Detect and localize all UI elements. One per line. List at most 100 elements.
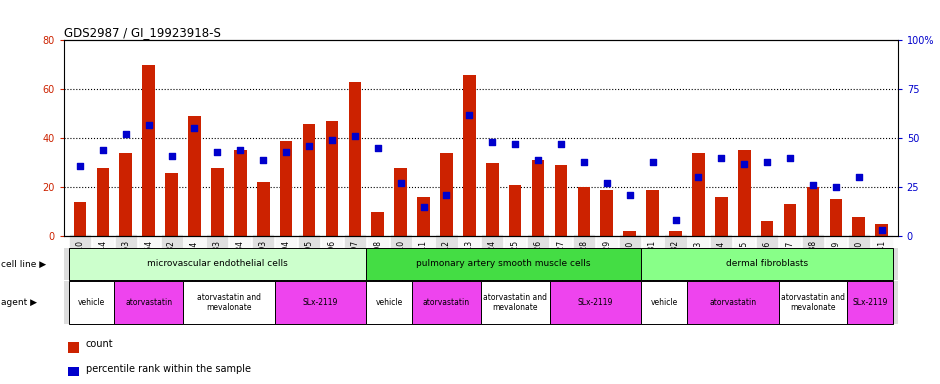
Point <box>187 125 202 131</box>
Bar <box>68 367 79 376</box>
Bar <box>69 281 115 324</box>
Bar <box>142 65 155 236</box>
Text: atorvastatin: atorvastatin <box>125 298 172 307</box>
Point <box>324 137 339 143</box>
Bar <box>440 153 453 236</box>
Bar <box>669 231 682 236</box>
Bar <box>778 281 847 324</box>
Bar <box>97 167 109 236</box>
Point <box>691 174 706 180</box>
Bar <box>183 281 274 324</box>
Point <box>210 149 225 155</box>
Bar <box>647 190 659 236</box>
Point <box>622 192 637 198</box>
Bar <box>577 187 590 236</box>
Text: SLx-2119: SLx-2119 <box>303 298 338 307</box>
Point <box>278 149 293 155</box>
Bar <box>641 281 687 324</box>
Bar <box>875 224 888 236</box>
Bar <box>349 82 361 236</box>
Text: atorvastatin and
mevalonate: atorvastatin and mevalonate <box>781 293 845 313</box>
Point <box>462 112 477 118</box>
Point <box>72 162 87 169</box>
Point <box>370 145 385 151</box>
Bar <box>738 151 750 236</box>
Point <box>760 159 775 165</box>
Bar <box>212 167 224 236</box>
Text: atorvastatin: atorvastatin <box>709 298 757 307</box>
Point <box>782 155 797 161</box>
Bar <box>807 187 820 236</box>
Bar <box>417 197 430 236</box>
Point <box>347 133 362 139</box>
Bar <box>303 124 315 236</box>
Bar <box>687 281 778 324</box>
Text: agent ▶: agent ▶ <box>1 298 37 307</box>
Point <box>530 157 545 163</box>
Bar <box>115 281 183 324</box>
Text: vehicle: vehicle <box>650 298 678 307</box>
Point <box>164 153 180 159</box>
Bar <box>715 197 728 236</box>
Point <box>874 227 889 233</box>
Text: vehicle: vehicle <box>376 298 403 307</box>
Bar <box>274 281 367 324</box>
Point <box>256 157 271 163</box>
Text: atorvastatin and
mevalonate: atorvastatin and mevalonate <box>483 293 547 313</box>
Text: SLx-2119: SLx-2119 <box>853 298 888 307</box>
Bar <box>73 202 86 236</box>
Bar <box>641 248 893 280</box>
Bar <box>509 185 522 236</box>
Point <box>439 192 454 198</box>
Text: atorvastatin and
mevalonate: atorvastatin and mevalonate <box>196 293 260 313</box>
Bar <box>784 204 796 236</box>
Point <box>118 131 133 137</box>
Text: dermal fibroblasts: dermal fibroblasts <box>726 260 808 268</box>
Bar <box>395 167 407 236</box>
Text: pulmonary artery smooth muscle cells: pulmonary artery smooth muscle cells <box>416 260 591 268</box>
Bar <box>623 231 636 236</box>
Text: microvascular endothelial cells: microvascular endothelial cells <box>147 260 288 268</box>
Bar <box>367 248 641 280</box>
Bar <box>165 172 178 236</box>
Point <box>485 139 500 145</box>
Text: SLx-2119: SLx-2119 <box>578 298 613 307</box>
Bar <box>412 281 481 324</box>
Point <box>600 180 615 186</box>
Bar <box>69 248 367 280</box>
Point <box>668 217 683 223</box>
Point <box>233 147 248 153</box>
Point <box>645 159 660 165</box>
Point <box>302 143 317 149</box>
Text: vehicle: vehicle <box>78 298 105 307</box>
Bar <box>692 153 705 236</box>
Text: GDS2987 / GI_19923918-S: GDS2987 / GI_19923918-S <box>64 26 221 39</box>
Point <box>554 141 569 147</box>
Text: count: count <box>86 339 113 349</box>
Point <box>828 184 843 190</box>
Text: percentile rank within the sample: percentile rank within the sample <box>86 364 251 374</box>
Bar <box>481 281 550 324</box>
Text: atorvastatin: atorvastatin <box>423 298 470 307</box>
Bar <box>371 212 384 236</box>
Bar <box>532 160 544 236</box>
Point <box>737 161 752 167</box>
Bar <box>257 182 270 236</box>
Bar <box>550 281 641 324</box>
Bar <box>234 151 246 236</box>
Bar <box>119 153 132 236</box>
Bar <box>847 281 893 324</box>
Point <box>393 180 408 186</box>
Bar <box>367 281 412 324</box>
Text: cell line ▶: cell line ▶ <box>1 260 46 268</box>
Bar <box>601 190 613 236</box>
Point <box>713 155 728 161</box>
Bar <box>188 116 201 236</box>
Bar <box>280 141 292 236</box>
Bar <box>555 165 567 236</box>
Bar <box>830 199 842 236</box>
Point <box>141 121 156 127</box>
Bar <box>325 121 338 236</box>
Point <box>508 141 523 147</box>
Bar <box>68 342 79 353</box>
